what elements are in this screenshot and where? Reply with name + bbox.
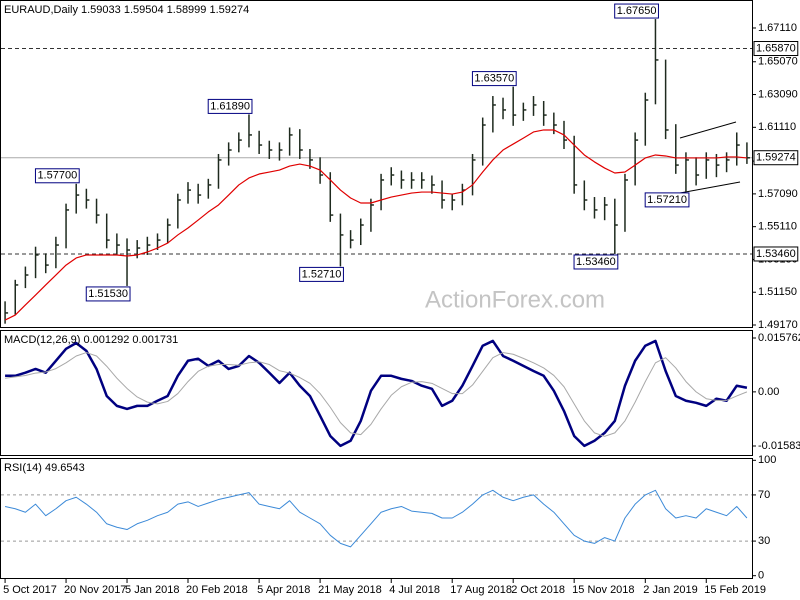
channel-line xyxy=(679,181,741,194)
series-line xyxy=(4,129,747,321)
panel-title: EURAUD,Daily 1.59033 1.59504 1.58999 1.5… xyxy=(4,4,249,16)
annotation-box xyxy=(85,286,131,302)
annotation-box xyxy=(34,168,80,184)
last-price-label-box xyxy=(753,150,799,166)
x-tick-label: 15 Feb 2019 xyxy=(704,584,766,596)
y-tick-label: 1.67110 xyxy=(758,22,797,34)
annotation-box xyxy=(644,192,690,208)
x-tick-label: 17 Aug 2018 xyxy=(450,584,512,596)
y-tick-label: 1.55110 xyxy=(758,221,797,233)
channel-line xyxy=(679,121,737,139)
annotation: 1.63570 xyxy=(474,72,514,84)
annotation-box xyxy=(299,266,344,282)
y-tick-label: 0.015762 xyxy=(758,332,800,344)
x-tick-label: 20 Nov 2017 xyxy=(64,584,126,596)
series-line xyxy=(5,352,748,437)
y-tick-label: 100 xyxy=(758,454,776,466)
x-tick-label: 21 May 2018 xyxy=(318,584,382,596)
y-tick-label: 1.65070 xyxy=(758,56,798,68)
price-line-label: 1.65870 xyxy=(756,42,796,54)
annotation: 1.51530 xyxy=(88,288,128,300)
x-tick-label: 20 Feb 2018 xyxy=(186,584,248,596)
x-tick-label: 2 Jan 2019 xyxy=(643,584,697,596)
x-tick-label: 4 Jul 2018 xyxy=(389,584,440,596)
y-tick-label: 30 xyxy=(758,535,770,547)
annotation: 1.67650 xyxy=(617,5,657,17)
y-tick-label: 70 xyxy=(758,489,770,501)
annotation-box xyxy=(207,98,253,114)
panel-title: RSI(14) 49.6543 xyxy=(4,462,85,474)
annotation: 1.52710 xyxy=(302,268,342,280)
y-tick-label: 0.00 xyxy=(758,386,779,398)
series-line xyxy=(4,489,748,548)
y-tick-label: -0.015834 xyxy=(758,440,800,452)
x-tick-label: 5 Apr 2018 xyxy=(257,584,310,596)
macd-panel xyxy=(0,330,753,456)
price-line-label: 1.53460 xyxy=(756,248,796,260)
x-tick-label: 2 Oct 2018 xyxy=(511,584,565,596)
annotation-box xyxy=(573,254,619,270)
series-line xyxy=(5,339,748,448)
price-line-label-box xyxy=(753,41,799,57)
rsi-panel xyxy=(0,458,753,579)
panel-title: MACD(12,26,9) 0.001292 0.001731 xyxy=(4,334,178,346)
annotation: 1.57210 xyxy=(647,194,687,206)
annotation-box xyxy=(471,71,517,87)
annotation: 1.53460 xyxy=(576,256,616,268)
y-tick-label: 1.61110 xyxy=(758,121,796,133)
annotation: 1.61890 xyxy=(210,100,250,112)
watermark: ActionForex.com xyxy=(425,286,605,313)
y-tick-label: 0 xyxy=(758,570,764,582)
x-tick-label: 5 Jan 2018 xyxy=(125,584,179,596)
price-line-label-box xyxy=(753,246,799,262)
x-tick-label: 15 Nov 2018 xyxy=(572,584,634,596)
annotation-box xyxy=(614,3,659,19)
y-tick-label: 1.51150 xyxy=(758,286,797,298)
y-tick-label: 1.57090 xyxy=(758,188,798,200)
last-price-label: 1.59274 xyxy=(756,152,796,164)
annotation: 1.57700 xyxy=(37,170,77,182)
price-panel xyxy=(0,0,753,328)
x-tick-label: 5 Oct 2017 xyxy=(3,584,57,596)
y-tick-label: 1.49170 xyxy=(758,319,798,331)
y-tick-label: 1.63090 xyxy=(758,88,798,100)
